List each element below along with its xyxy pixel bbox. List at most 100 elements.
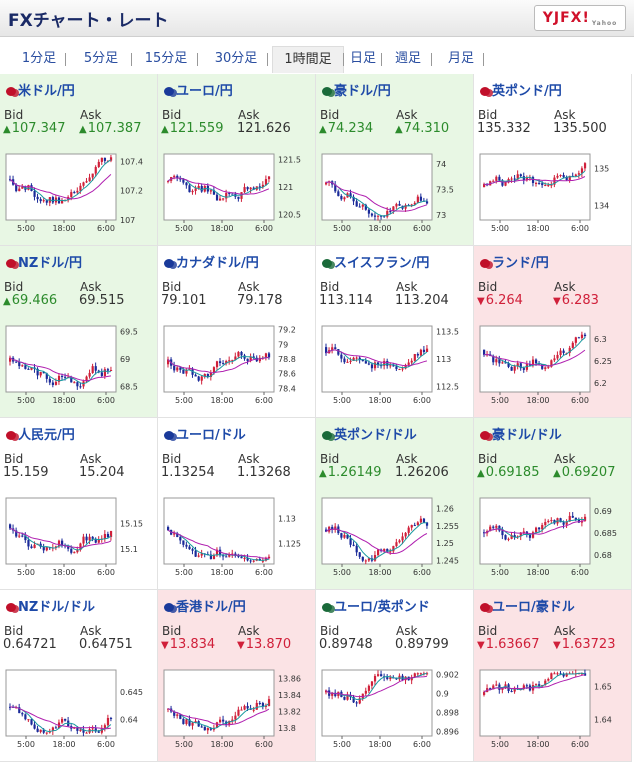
mini-candle-chart[interactable]: 1.26 1.255 1.25 1.245 5:00 18:00 6:00 [320, 496, 470, 582]
candle-body [176, 533, 179, 537]
candle-body [547, 520, 550, 523]
tab-7[interactable]: 週足 [394, 51, 421, 66]
candle-body [392, 365, 395, 367]
bid-number: 1.63667 [485, 637, 540, 652]
mini-candle-chart[interactable]: 0.69 0.685 0.68 5:00 18:00 6:00 [478, 496, 628, 582]
x-tick-label: 6:00 [413, 224, 431, 233]
tab-separator [267, 53, 268, 66]
candle-body [559, 174, 562, 176]
candle-body [355, 702, 358, 704]
pair-name-link[interactable]: 米ドル/円 [6, 80, 75, 99]
tab-8[interactable]: 月足 [447, 51, 474, 66]
nz-us-flag-icon [6, 603, 19, 613]
bid-number: 15.159 [3, 465, 49, 480]
pair-name-link[interactable]: ユーロ/豪ドル [480, 596, 575, 615]
candle-body [386, 549, 389, 553]
pair-name-link[interactable]: 英ポンド/ドル [322, 424, 417, 443]
candle-body [18, 361, 21, 367]
pair-name-link[interactable]: ランド/円 [480, 252, 549, 271]
candle-body [513, 688, 516, 692]
pair-name-link[interactable]: ユーロ/英ポンド [322, 596, 430, 615]
tab-6[interactable]: 日足 [349, 51, 376, 66]
ask-value: 0.89799 [395, 637, 449, 652]
tab-4[interactable]: 30分足 [214, 51, 258, 66]
pair-name-link[interactable]: ユーロ/ドル [164, 424, 246, 443]
mini-candle-chart[interactable]: 15.15 15.1 5:00 18:00 6:00 [4, 496, 154, 582]
candle-body [568, 347, 571, 353]
pair-name-link[interactable]: 人民元/円 [6, 424, 75, 443]
candle-body [42, 729, 45, 733]
candle-body [106, 717, 110, 726]
candle-body [36, 196, 39, 200]
candle-body [343, 197, 346, 200]
candle-body [538, 527, 541, 530]
pair-name-link[interactable]: 豪ドル/ドル [480, 424, 562, 443]
candle-body [389, 551, 392, 553]
up-arrow-icon: ▲ [395, 124, 403, 135]
mini-candle-chart[interactable]: 79.2 79 78.8 78.6 78.4 5:00 18:00 6:00 [162, 324, 312, 410]
mini-candle-chart[interactable]: 1.13 1.125 5:00 18:00 6:00 [162, 496, 312, 582]
pair-name-link[interactable]: NZドル/円 [6, 252, 82, 271]
mini-candle-chart[interactable]: 107.4 107.2 107 5:00 18:00 6:00 [4, 152, 154, 238]
candle-body [501, 688, 504, 690]
mini-candle-chart[interactable]: 135 134 5:00 18:00 6:00 [478, 152, 628, 238]
candle-body [70, 192, 73, 197]
mini-candle-chart[interactable]: 74 73.5 73 5:00 18:00 6:00 [320, 152, 470, 238]
y-tick-label: 0.898 [436, 708, 459, 717]
chart-plot-area [5, 669, 117, 737]
pair-name-link[interactable]: 香港ドル/円 [164, 596, 246, 615]
pair-name-link[interactable]: 英ポンド/円 [480, 80, 562, 99]
candle-body [179, 714, 182, 719]
candle-body [541, 525, 544, 530]
mini-candle-chart[interactable]: 13.86 13.84 13.82 13.8 5:00 18:00 6:00 [162, 668, 312, 754]
ask-number: 1.26206 [395, 465, 449, 480]
moving-average-line [483, 176, 586, 186]
mini-candle-chart[interactable]: 121.5 121 120.5 5:00 18:00 6:00 [162, 152, 312, 238]
candle-body [370, 213, 374, 216]
tab-3[interactable]: 15分足 [144, 51, 188, 66]
candle-body [54, 727, 58, 729]
candle-body [91, 536, 94, 539]
x-tick-label: 18:00 [52, 224, 75, 233]
mini-candle-chart[interactable]: 0.645 0.64 5:00 18:00 6:00 [4, 668, 154, 754]
ask-label: Ask [396, 452, 418, 466]
mini-candle-chart[interactable]: 69.5 69 68.5 5:00 18:00 6:00 [4, 324, 154, 410]
candle-body [331, 692, 334, 696]
pair-name: ユーロ/英ポンド [334, 600, 430, 615]
mini-candle-chart[interactable]: 113.5 113 112.5 5:00 18:00 6:00 [320, 324, 470, 410]
y-tick-label: 6.25 [594, 357, 612, 366]
chart-plot-area [321, 153, 433, 221]
mini-candle-chart[interactable]: 6.3 6.25 6.2 5:00 18:00 6:00 [478, 324, 628, 410]
candle-body [42, 200, 45, 202]
candle-body [386, 360, 389, 366]
candle-body [267, 176, 271, 180]
pair-name-link[interactable]: ユーロ/円 [164, 80, 233, 99]
candle-body [240, 556, 243, 559]
pair-name-link[interactable]: スイスフラン/円 [322, 252, 429, 271]
x-tick-label: 18:00 [368, 568, 391, 577]
y-tick-label: 1.245 [436, 557, 459, 566]
candle-body [54, 546, 58, 548]
candle-body [243, 558, 246, 560]
candle-body [492, 685, 495, 690]
pair-name-link[interactable]: カナダドル/円 [164, 252, 259, 271]
y-tick-label: 78.4 [278, 384, 296, 393]
candle-body [45, 373, 48, 379]
candle-body [85, 732, 88, 734]
candle-body [334, 692, 337, 697]
y-tick-label: 0.896 [436, 727, 459, 736]
ask-label: Ask [554, 624, 576, 638]
mini-candle-chart[interactable]: 0.902 0.9 0.898 0.896 5:00 18:00 6:00 [320, 668, 470, 754]
y-tick-label: 74 [436, 160, 446, 169]
candle-body [209, 190, 213, 192]
x-tick-label: 18:00 [368, 396, 391, 405]
yjfx-logo[interactable]: YJFX! Yahoo [534, 5, 626, 31]
pair-name-link[interactable]: NZドル/ドル [6, 596, 95, 615]
tab-2[interactable]: 5分足 [83, 51, 119, 66]
candle-body [249, 560, 252, 562]
candle-body [243, 355, 246, 359]
tab-5[interactable]: 1時間足 [272, 46, 344, 73]
mini-candle-chart[interactable]: 1.65 1.64 5:00 18:00 6:00 [478, 668, 628, 754]
pair-name-link[interactable]: 豪ドル/円 [322, 80, 391, 99]
tab-1[interactable]: 1分足 [21, 51, 57, 66]
